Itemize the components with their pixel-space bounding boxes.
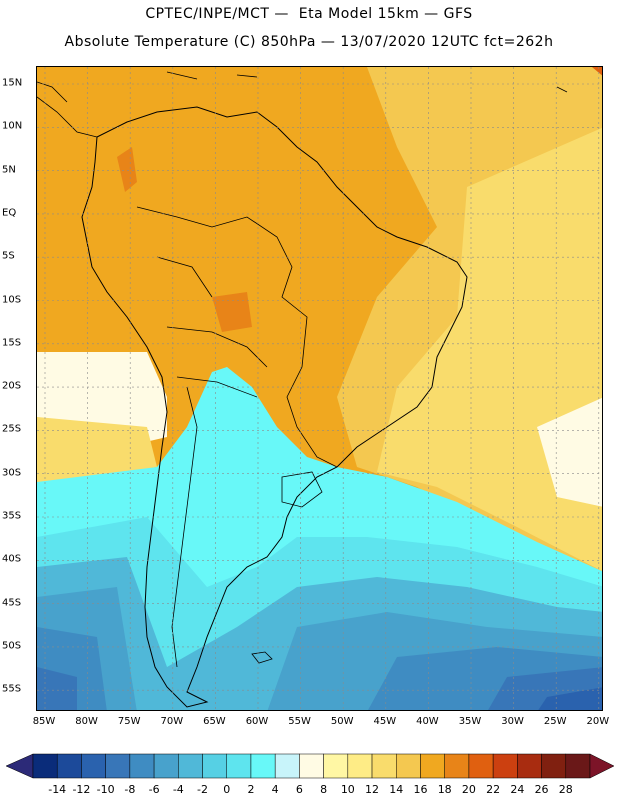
- colorbar-label: -6: [148, 783, 160, 796]
- colorbar-swatch: [299, 753, 324, 779]
- lat-label: EQ: [2, 207, 17, 219]
- map-canvas: [37, 67, 602, 710]
- lon-label: 65W: [203, 716, 226, 727]
- colorbar-label: -8: [124, 783, 136, 796]
- colorbar-label: -12: [72, 783, 91, 796]
- colorbar-label: 16: [413, 783, 428, 796]
- lon-label: 30W: [501, 716, 524, 727]
- colorbar-label: 14: [389, 783, 404, 796]
- lon-label: 80W: [75, 716, 98, 727]
- colorbar-left-arrow: [5, 753, 34, 779]
- lon-label: 85W: [32, 716, 56, 727]
- colorbar-label: 8: [320, 783, 328, 796]
- lat-label: 5N: [2, 164, 16, 176]
- colorbar-label: -4: [172, 783, 184, 796]
- colorbar-swatch: [396, 753, 421, 779]
- atlantic-pale-patch: [537, 397, 602, 507]
- colorbar-swatch: [420, 753, 445, 779]
- colorbar-label: 0: [223, 783, 231, 796]
- colorbar-swatch: [371, 753, 397, 779]
- colorbar-label: -10: [96, 783, 115, 796]
- lon-label: 25W: [543, 716, 567, 727]
- colorbar-label: 6: [295, 783, 303, 796]
- blue-m8-zone: [538, 687, 602, 710]
- colorbar-label: 2: [247, 783, 255, 796]
- caribbean-islands: [166, 71, 568, 93]
- south-america-coastline: [81, 106, 468, 708]
- lat-label: 15S: [2, 337, 22, 349]
- uruguay-outline: [281, 471, 323, 508]
- pacific-yellow-band: [37, 417, 157, 487]
- lat-label: 20S: [2, 380, 22, 392]
- lon-label: 60W: [245, 716, 269, 727]
- lat-label: 40S: [2, 553, 22, 565]
- lat-label: 5S: [2, 250, 15, 262]
- colorbar-label: 10: [340, 783, 355, 796]
- colorbar-swatch: [153, 753, 179, 779]
- colorbar-swatch: [274, 753, 300, 779]
- lat-label: 55S: [2, 683, 22, 695]
- colorbar-swatch: [81, 753, 106, 779]
- colorbar-swatch: [347, 753, 373, 779]
- lon-label: 55W: [288, 716, 311, 727]
- lon-label: 70W: [160, 716, 184, 727]
- colorbar-label: 12: [365, 783, 380, 796]
- bolivia-warm-spot: [212, 292, 252, 332]
- colorbar-swatch: [468, 753, 494, 779]
- colorbar-label: 22: [486, 783, 501, 796]
- colorbar-swatch: [250, 753, 276, 779]
- colorbar-swatch: [492, 753, 518, 779]
- argentina-border: [171, 386, 198, 668]
- colorbar-swatch: [178, 753, 203, 779]
- colorbar-label: -2: [197, 783, 208, 796]
- falklands: [251, 651, 273, 664]
- andes-warm-spot: [117, 147, 137, 192]
- colorbar-swatch: [226, 753, 252, 779]
- chart-subtitle: Absolute Temperature (C) 850hPa — 13/07/…: [64, 34, 554, 50]
- colorbar-label: 4: [271, 783, 279, 796]
- colorbar-swatch: [323, 753, 349, 779]
- lat-label: 10S: [2, 294, 22, 305]
- chart-title: CPTEC/INPE/MCT — Eta Model 15km — GFS: [145, 6, 473, 22]
- colorbar-swatch: [56, 753, 82, 779]
- atlantic-yellow-band: [377, 127, 602, 571]
- lat-label: 25S: [2, 423, 22, 435]
- colorbar-swatch: [444, 753, 470, 779]
- lon-label: 40W: [416, 716, 439, 727]
- lon-label: 35W: [458, 716, 482, 727]
- temperature-map: [36, 66, 603, 711]
- lon-label: 20W: [586, 716, 610, 727]
- colorbar-label: 18: [437, 783, 452, 796]
- lat-label: 30S: [2, 467, 22, 479]
- lon-label: 45W: [373, 716, 397, 727]
- blue-m4-zone: [37, 627, 602, 710]
- colorbar-label: 24: [510, 783, 525, 796]
- lon-label: 50W: [330, 716, 354, 727]
- colorbar-swatch: [541, 753, 567, 779]
- lon-label: 75W: [117, 716, 141, 727]
- lat-label: 35S: [2, 510, 22, 522]
- colorbar-swatch: [32, 753, 58, 779]
- colorbar-right-arrow: [589, 753, 615, 779]
- colorbar-swatch: [517, 753, 542, 779]
- lat-label: 10N: [2, 120, 23, 132]
- colorbar-label: 20: [461, 783, 476, 796]
- colorbar-swatch: [565, 753, 591, 779]
- colorbar-label: 28: [558, 783, 573, 796]
- andean-borders: [136, 206, 268, 398]
- colorbar-swatch: [105, 753, 131, 779]
- central-america-coast: [37, 81, 98, 138]
- lat-label: 15N: [2, 77, 23, 89]
- lat-label: 45S: [2, 597, 22, 609]
- lat-label: 50S: [2, 640, 22, 652]
- colorbar-swatch: [202, 753, 227, 779]
- colorbar: [5, 753, 615, 779]
- colorbar-label: -14: [48, 783, 67, 796]
- colorbar-label: 26: [534, 783, 549, 796]
- colorbar-swatch: [129, 753, 155, 779]
